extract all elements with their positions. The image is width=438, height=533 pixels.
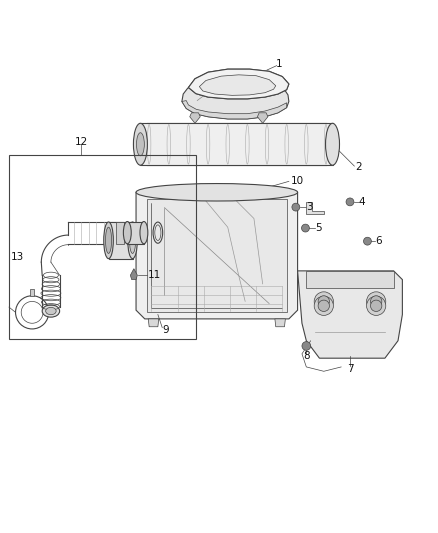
Text: 9: 9 (162, 325, 169, 335)
Polygon shape (190, 113, 200, 123)
Polygon shape (306, 202, 324, 214)
Ellipse shape (128, 222, 138, 259)
Polygon shape (258, 113, 268, 123)
Ellipse shape (130, 227, 136, 253)
Bar (141, 123, 332, 165)
Text: 10: 10 (291, 176, 304, 187)
Ellipse shape (42, 305, 60, 317)
Text: 13: 13 (11, 252, 24, 262)
Circle shape (367, 292, 386, 311)
Circle shape (367, 296, 386, 316)
Text: 5: 5 (315, 223, 321, 233)
Text: 12: 12 (75, 137, 88, 147)
Ellipse shape (124, 222, 131, 244)
Ellipse shape (137, 133, 145, 156)
Text: 2: 2 (355, 162, 362, 172)
Text: 4: 4 (358, 197, 365, 207)
Circle shape (346, 198, 354, 206)
Polygon shape (148, 319, 159, 327)
Text: 3: 3 (306, 202, 313, 212)
Circle shape (292, 203, 300, 211)
Circle shape (371, 296, 382, 307)
Bar (116, 222, 124, 244)
Circle shape (318, 300, 329, 311)
Polygon shape (136, 192, 297, 319)
Circle shape (318, 296, 329, 307)
Polygon shape (275, 319, 286, 327)
Polygon shape (30, 289, 34, 296)
Polygon shape (188, 69, 289, 99)
Circle shape (314, 292, 333, 311)
Polygon shape (182, 69, 289, 119)
Polygon shape (306, 271, 394, 288)
Ellipse shape (106, 227, 112, 253)
Polygon shape (147, 199, 287, 312)
Text: 11: 11 (148, 270, 161, 280)
Text: 6: 6 (375, 236, 381, 246)
Circle shape (371, 300, 382, 311)
Ellipse shape (140, 222, 148, 244)
Polygon shape (297, 271, 403, 358)
Ellipse shape (325, 123, 339, 165)
Ellipse shape (104, 222, 113, 259)
Bar (9, 155, 196, 338)
Circle shape (364, 237, 371, 245)
Text: 1: 1 (276, 59, 283, 69)
Text: 7: 7 (346, 364, 353, 374)
Ellipse shape (46, 308, 56, 314)
Circle shape (302, 342, 311, 350)
Text: 8: 8 (303, 351, 310, 361)
Circle shape (301, 224, 309, 232)
Circle shape (314, 296, 333, 316)
Polygon shape (199, 75, 276, 95)
Ellipse shape (134, 123, 148, 165)
Polygon shape (109, 222, 133, 259)
Ellipse shape (136, 183, 297, 201)
Bar (127, 222, 144, 244)
Polygon shape (131, 269, 138, 280)
Polygon shape (182, 101, 287, 119)
